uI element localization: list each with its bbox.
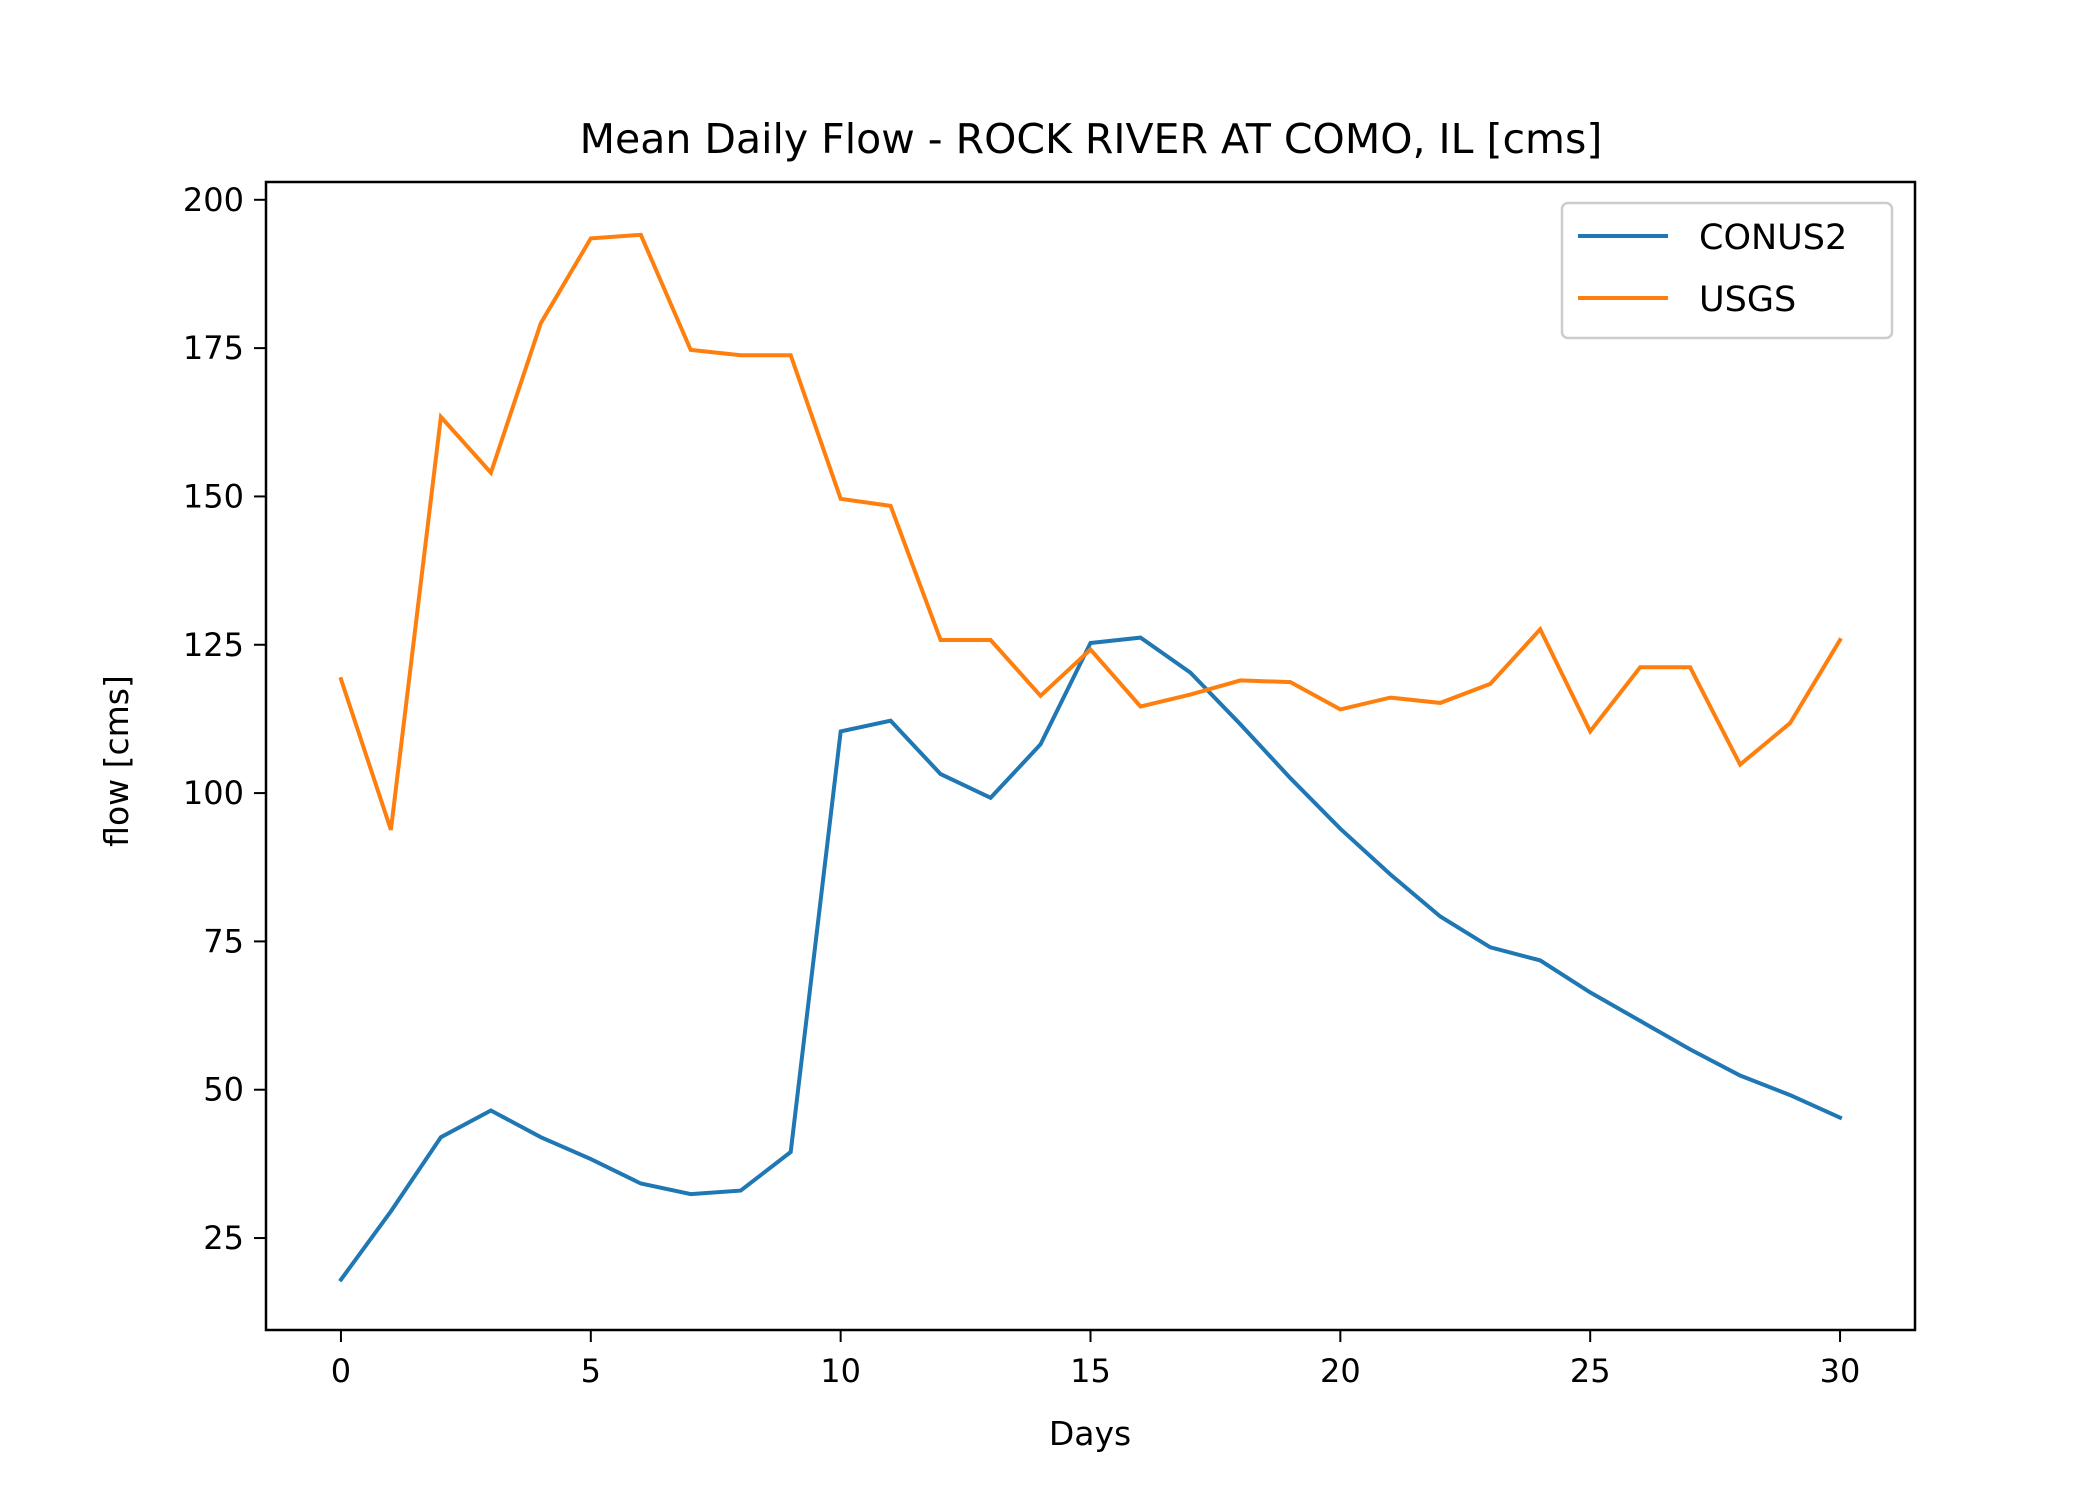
- x-tick-label: 5: [581, 1352, 601, 1390]
- series-line-usgs: [338, 232, 1843, 831]
- x-tick-label: 30: [1820, 1352, 1861, 1390]
- x-tick-label: 15: [1070, 1352, 1111, 1390]
- legend-label-usgs: USGS: [1699, 280, 1796, 320]
- y-tick-label: 75: [203, 922, 244, 960]
- chart-title: Mean Daily Flow - ROCK RIVER AT COMO, IL…: [580, 115, 1603, 163]
- y-tick-label: 25: [203, 1219, 244, 1257]
- x-tick-label: 20: [1320, 1352, 1361, 1390]
- x-tick-label: 10: [820, 1352, 861, 1390]
- y-tick-label: 200: [183, 181, 244, 219]
- legend: CONUS2 USGS: [1560, 201, 1894, 340]
- series-line-conus2: [338, 635, 1843, 1283]
- y-tick-label: 50: [203, 1071, 244, 1109]
- y-tick-label: 100: [183, 774, 244, 812]
- x-tick-label: 25: [1570, 1352, 1611, 1390]
- x-tick-label: 0: [331, 1352, 351, 1390]
- y-tick-label: 175: [183, 329, 244, 367]
- legend-label-conus2: CONUS2: [1699, 218, 1847, 258]
- y-tick-label: 150: [183, 477, 244, 515]
- x-axis-label: Days: [1049, 1414, 1131, 1453]
- plot-area: [338, 232, 1843, 1283]
- y-tick-label: 125: [183, 626, 244, 664]
- axes: 0 5 10 15 20 25 30 25 50 75 100 125 150 175 200: [183, 180, 1917, 1390]
- y-axis-label: flow [cms]: [97, 675, 136, 847]
